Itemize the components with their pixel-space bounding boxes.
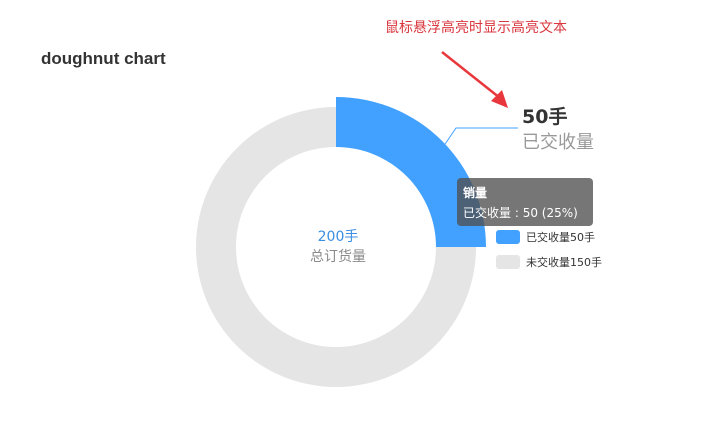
chart-title: doughnut chart [41, 49, 166, 68]
highlight-leader-line [440, 127, 518, 151]
tooltip-percent: (25%) [541, 206, 578, 220]
tooltip-line: 已交收量 : 50 (25%) [463, 203, 587, 223]
highlight-label: 已交收量 [522, 132, 594, 153]
doughnut-slices [196, 97, 486, 387]
center-total-label: 总订货量 [310, 249, 366, 265]
tooltip-title: 销量 [463, 186, 488, 200]
tooltip-value: 50 [522, 206, 538, 220]
highlight-value: 50手 [522, 106, 568, 128]
legend-swatch-unsold [496, 255, 520, 269]
slice-sold[interactable] [336, 97, 486, 247]
annotation-note: 鼠标悬浮高亮时显示高亮文本 [385, 20, 567, 36]
legend-item-sold[interactable]: 已交收量50手 [496, 229, 602, 245]
legend-label-unsold: 未交收量150手 [526, 256, 602, 269]
chart-tooltip: 销量 已交收量 : 50 (25%) [457, 178, 593, 226]
center-total-value: 200手 [317, 229, 359, 245]
tooltip-separator: : [511, 206, 523, 220]
chart-legend: 已交收量50手 未交收量150手 [496, 229, 602, 279]
legend-label-sold: 已交收量50手 [526, 231, 595, 244]
legend-item-unsold[interactable]: 未交收量150手 [496, 254, 602, 270]
annotation-arrow [441, 51, 508, 108]
tooltip-series-label: 已交收量 [463, 206, 512, 220]
legend-swatch-sold [496, 230, 520, 244]
